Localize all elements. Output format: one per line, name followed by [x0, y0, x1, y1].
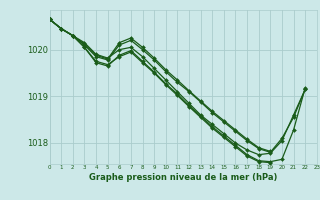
X-axis label: Graphe pression niveau de la mer (hPa): Graphe pression niveau de la mer (hPa): [89, 173, 277, 182]
